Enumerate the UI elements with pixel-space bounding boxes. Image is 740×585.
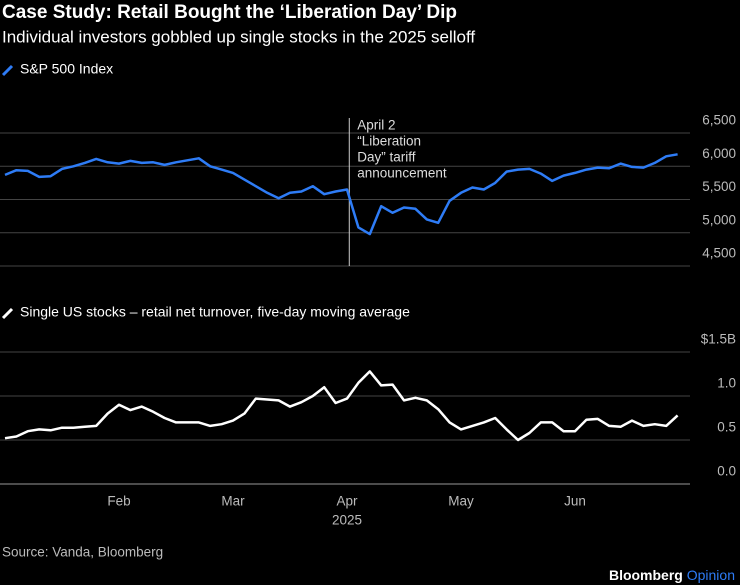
y-tick-label: 4,500 <box>702 246 736 261</box>
legend-swatch <box>1 307 14 320</box>
legend-swatch <box>1 64 14 77</box>
y-tick-label: $1.5B <box>701 332 736 347</box>
data-line <box>4 370 679 442</box>
x-tick-label: May <box>448 494 474 509</box>
annotation-text: announcement <box>357 166 447 181</box>
x-tick-label: Apr <box>336 494 358 509</box>
y-tick-label: 1.0 <box>717 376 736 391</box>
y-tick-label: 6,000 <box>702 146 736 161</box>
legend-label: S&P 500 Index <box>20 61 113 77</box>
y-tick-label: 5,500 <box>702 179 736 194</box>
y-tick-label: 0.0 <box>717 464 736 479</box>
chart-title: Case Study: Retail Bought the ‘Liberatio… <box>2 2 457 23</box>
chart-subtitle: Individual investors gobbled up single s… <box>2 27 475 46</box>
x-tick-label: Mar <box>221 494 245 509</box>
y-tick-label: 5,000 <box>702 212 736 227</box>
legend-label: Single US stocks – retail net turnover, … <box>20 304 410 320</box>
source: Source: Vanda, Bloomberg <box>2 545 163 560</box>
data-line <box>4 153 678 236</box>
x-axis-label: 2025 <box>332 513 362 528</box>
x-tick-label: Feb <box>107 494 130 509</box>
brand-name: Bloomberg <box>609 567 683 583</box>
brand-suffix: Opinion <box>687 567 735 583</box>
y-tick-label: 6,500 <box>702 113 736 128</box>
y-tick-label: 0.5 <box>717 420 736 435</box>
annotation-text: Day” tariff <box>357 150 416 165</box>
annotation-text: April 2 <box>357 118 395 133</box>
annotation-text: “Liberation <box>357 134 421 149</box>
brand: Bloomberg Opinion <box>609 567 735 583</box>
x-tick-label: Jun <box>564 494 586 509</box>
